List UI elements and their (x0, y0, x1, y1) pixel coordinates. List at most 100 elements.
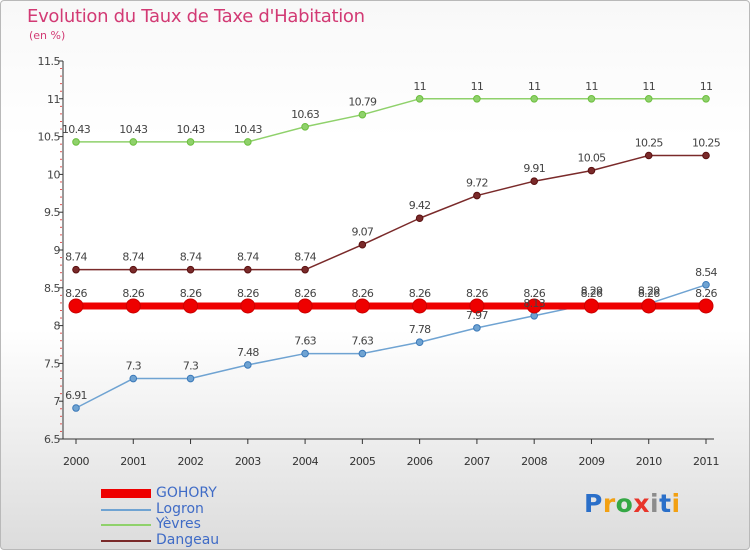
data-label: 8.26 (65, 287, 87, 300)
legend-swatch (101, 508, 151, 511)
data-label: 8.54 (695, 266, 717, 279)
data-label: 8.26 (180, 287, 202, 300)
logo-letter: t (659, 489, 672, 518)
logo-letter: x (633, 489, 650, 518)
series-logron (72, 280, 710, 412)
data-point (473, 95, 481, 103)
legend-label: Logron (156, 500, 204, 517)
x-tick-label: 2008 (521, 455, 547, 468)
x-tick-label: 2000 (63, 455, 89, 468)
y-tick-label: 7.5 (44, 357, 60, 370)
series-line (76, 154, 706, 271)
logo-letter: i (650, 489, 660, 518)
data-label: 9.91 (523, 162, 545, 175)
y-tick-label: 8 (54, 320, 61, 333)
data-point (641, 298, 657, 314)
data-label: 11 (585, 80, 598, 93)
data-label: 8.26 (466, 287, 488, 300)
data-point (702, 151, 710, 160)
y-tick-label: 10.5 (38, 131, 61, 144)
series-line (76, 98, 706, 143)
chart-unit-label: (en %) (29, 29, 66, 42)
data-label: 8.26 (237, 287, 259, 300)
data-label: 7.48 (237, 346, 259, 359)
legend-label: GOHORY (156, 485, 217, 501)
data-point (244, 265, 252, 274)
data-label: 9.72 (466, 177, 488, 190)
data-point (297, 298, 313, 314)
y-tick-label: 9.5 (44, 206, 60, 219)
data-label: 8.13 (523, 297, 545, 310)
data-point (530, 177, 538, 186)
data-label: 8.74 (294, 251, 316, 264)
data-label: 8.74 (237, 251, 259, 264)
x-tick-label: 2006 (407, 455, 433, 468)
data-point (473, 324, 481, 332)
data-point (186, 138, 195, 146)
data-point (72, 265, 80, 274)
x-tick-label: 2011 (693, 455, 719, 468)
data-label: 8.26 (294, 287, 316, 300)
y-tick-label: 8.5 (44, 282, 60, 295)
data-label: 11 (700, 80, 713, 93)
data-point (183, 298, 199, 314)
data-point (186, 265, 195, 274)
data-point (702, 95, 710, 103)
data-label: 6.91 (65, 389, 87, 402)
logo-letter: P (584, 489, 603, 518)
data-point (587, 166, 596, 175)
data-point (415, 214, 424, 223)
data-point (125, 298, 141, 314)
data-point (526, 298, 542, 314)
data-label: 8.26 (409, 287, 431, 300)
logo-letter: r (602, 489, 616, 518)
data-point (469, 298, 485, 314)
data-label: 11 (528, 80, 541, 93)
y-tick-label: 6.5 (44, 433, 60, 446)
x-tick-label: 2004 (292, 455, 318, 468)
data-point (129, 138, 138, 146)
data-point (415, 95, 424, 103)
logo-letter: i (671, 489, 681, 518)
data-point (72, 404, 80, 412)
x-tick-label: 2007 (464, 455, 490, 468)
data-point (415, 338, 424, 347)
data-point (301, 265, 309, 274)
x-tick-label: 2003 (235, 455, 261, 468)
data-point (702, 280, 710, 289)
data-label: 7.97 (466, 309, 488, 322)
data-label: 10.25 (635, 137, 664, 150)
data-point (240, 298, 256, 314)
data-label: 7.3 (183, 360, 199, 373)
data-label: 8.74 (65, 251, 87, 264)
x-tick-label: 2010 (636, 455, 662, 468)
y-tick-label: 11 (47, 93, 60, 106)
data-point (698, 298, 714, 314)
data-point (358, 240, 367, 249)
data-label: 10.43 (234, 123, 263, 136)
data-point (129, 265, 138, 274)
data-point (354, 298, 370, 314)
data-label: 9.42 (409, 199, 431, 212)
series-yèvres (72, 95, 710, 146)
data-label: 10.25 (692, 137, 721, 150)
data-point (473, 191, 481, 200)
data-point (644, 95, 653, 103)
y-tick-label: 7 (54, 395, 61, 408)
data-label: 10.79 (348, 96, 377, 109)
data-label: 7.63 (352, 335, 374, 348)
data-point (583, 298, 599, 314)
data-point (244, 361, 252, 369)
x-tick-label: 2002 (178, 455, 204, 468)
legend-swatch (101, 489, 151, 498)
data-label: 8.26 (638, 287, 660, 300)
data-label: 8.26 (695, 287, 717, 300)
data-label: 7.63 (294, 335, 316, 348)
data-label: 8.29 (581, 285, 603, 298)
data-label: 7.78 (409, 323, 431, 336)
data-label: 8.26 (352, 287, 374, 300)
data-label: 8.26 (523, 287, 545, 300)
data-label: 11 (642, 80, 655, 93)
